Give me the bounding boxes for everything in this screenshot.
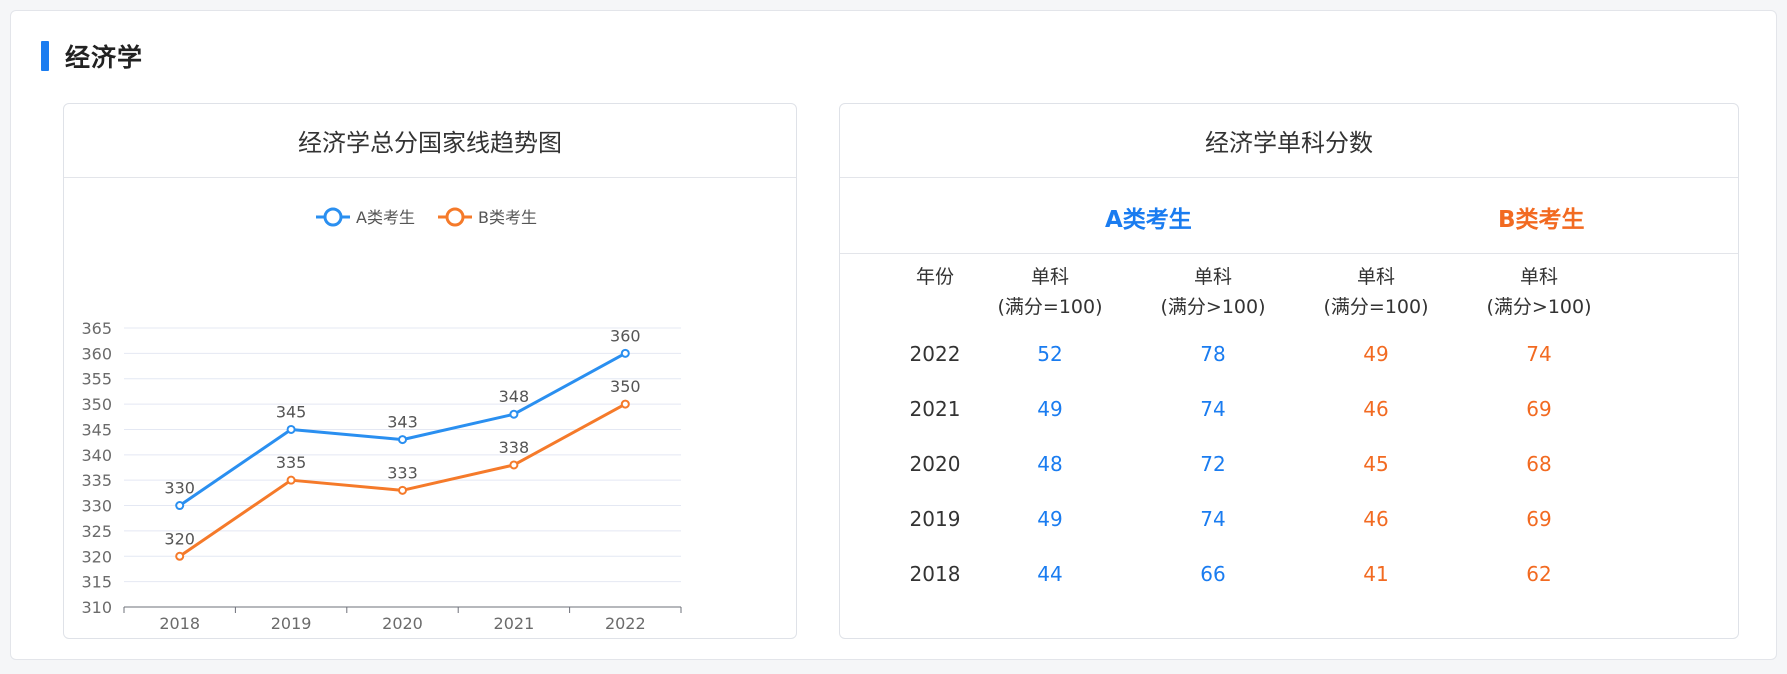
- legend-marker: [323, 207, 343, 227]
- column-header-b1-bottom: (满分=100): [1323, 296, 1429, 318]
- column-header-a2-bottom: (满分>100): [1160, 296, 1266, 318]
- data-label: 360: [610, 326, 641, 345]
- y-tick-label: 360: [81, 344, 112, 363]
- table-row: 2019 49 74 46 69: [840, 507, 1738, 543]
- cell-a2: 66: [1200, 562, 1226, 586]
- y-tick-label: 335: [81, 471, 112, 490]
- y-tick-label: 350: [81, 395, 112, 414]
- cell-b2: 62: [1526, 562, 1552, 586]
- table-row: 2020 48 72 45 68: [840, 452, 1738, 488]
- data-point: [398, 435, 407, 445]
- x-tick-label: 2018: [159, 614, 200, 633]
- data-label: 345: [276, 402, 307, 421]
- data-label: 350: [610, 377, 641, 396]
- y-tick-label: 355: [81, 370, 112, 389]
- y-tick-label: 325: [81, 522, 112, 541]
- cell-a1: 44: [1037, 562, 1063, 586]
- cell-year: 2018: [909, 562, 961, 586]
- column-header-b1-top: 单科: [1356, 266, 1395, 288]
- cell-a1: 49: [1037, 397, 1063, 421]
- cell-a1: 48: [1037, 452, 1063, 476]
- data-label: 320: [164, 529, 195, 548]
- table-card-title: 经济学单科分数: [840, 104, 1738, 178]
- y-tick-label: 340: [81, 446, 112, 465]
- cell-a2: 74: [1200, 507, 1226, 531]
- legend-marker: [445, 207, 465, 227]
- section-header: 经济学: [41, 41, 144, 72]
- column-header-b2-bottom: (满分>100): [1486, 296, 1592, 318]
- data-label: 335: [276, 453, 307, 472]
- column-header-a2-top: 单科: [1193, 266, 1232, 288]
- cell-year: 2021: [909, 397, 961, 421]
- data-point: [175, 501, 185, 511]
- data-point: [175, 551, 185, 561]
- trend-line-chart: 310 315 320 325 330 335 340 345 350 355 360 365 2018…: [81, 207, 682, 633]
- data-point: [286, 424, 296, 434]
- cell-b1: 41: [1363, 562, 1389, 586]
- cell-a1: 49: [1037, 507, 1063, 531]
- group-a-label: A类考生: [1105, 207, 1192, 233]
- column-header-a1-top: 单科: [1030, 266, 1069, 288]
- y-tick-label: 365: [81, 319, 112, 338]
- y-tick-label: 310: [81, 598, 112, 617]
- column-header-b2: 单科 (满分>100): [1469, 262, 1609, 322]
- data-label: 348: [499, 387, 530, 406]
- score-panel: 经济学 经济学总分国家线趋势图 310 315 320 325 330 335 340 345…: [10, 10, 1777, 660]
- y-tick-label: 345: [81, 420, 112, 439]
- cell-a2: 74: [1200, 397, 1226, 421]
- cell-year: 2020: [909, 452, 961, 476]
- column-header-b2-top: 单科: [1519, 266, 1558, 288]
- cell-b2: 69: [1526, 397, 1552, 421]
- data-point: [286, 475, 296, 485]
- data-label: 338: [499, 438, 530, 457]
- data-point: [398, 485, 407, 495]
- legend-label: A类考生: [356, 208, 415, 227]
- group-header-row: A类考生 B类考生: [840, 178, 1738, 254]
- column-header-a1-bottom: (满分=100): [997, 296, 1103, 318]
- x-tick-label: 2021: [494, 614, 535, 633]
- table-row: 2021 49 74 46 69: [840, 397, 1738, 433]
- column-header-a1: 单科 (满分=100): [980, 262, 1120, 322]
- column-header-b1: 单科 (满分=100): [1306, 262, 1446, 322]
- cell-b1: 46: [1363, 397, 1389, 421]
- cell-b1: 45: [1363, 452, 1389, 476]
- x-tick-label: 2022: [605, 614, 646, 633]
- x-tick-label: 2019: [271, 614, 312, 633]
- trend-chart-card: 经济学总分国家线趋势图 310 315 320 325 330 335 340 345 350 3…: [63, 103, 797, 639]
- data-point: [509, 460, 519, 470]
- chart-card-title: 经济学总分国家线趋势图: [64, 104, 796, 178]
- cell-b2: 74: [1526, 342, 1552, 366]
- cell-a2: 78: [1200, 342, 1226, 366]
- data-label: 333: [387, 463, 418, 482]
- cell-year: 2022: [909, 342, 961, 366]
- data-point: [509, 409, 519, 419]
- column-header-a2: 单科 (满分>100): [1143, 262, 1283, 322]
- legend-label: B类考生: [478, 208, 537, 227]
- cell-b2: 68: [1526, 452, 1552, 476]
- year-header-text: 年份: [915, 266, 954, 288]
- y-tick-label: 330: [81, 497, 112, 516]
- cell-year: 2019: [909, 507, 961, 531]
- cell-b1: 49: [1363, 342, 1389, 366]
- data-point: [620, 399, 630, 409]
- table-row: 2022 52 78 49 74: [840, 342, 1738, 378]
- single-subject-card: 经济学单科分数 A类考生 B类考生 年份 单科 (满分=100) 单科 (满分>…: [839, 103, 1739, 639]
- cell-a2: 72: [1200, 452, 1226, 476]
- y-tick-label: 320: [81, 547, 112, 566]
- table-row: 2018 44 66 41 62: [840, 562, 1738, 598]
- data-point: [620, 348, 630, 358]
- section-title: 经济学: [65, 43, 144, 72]
- group-b-label: B类考生: [1498, 207, 1585, 233]
- section-accent-bar: [41, 41, 49, 71]
- x-tick-label: 2020: [382, 614, 423, 633]
- y-tick-label: 315: [81, 573, 112, 592]
- cell-b2: 69: [1526, 507, 1552, 531]
- year-column-header: 年份: [865, 262, 1005, 292]
- data-label: 330: [164, 479, 195, 498]
- cell-b1: 46: [1363, 507, 1389, 531]
- data-label: 343: [387, 413, 418, 432]
- cell-a1: 52: [1037, 342, 1063, 366]
